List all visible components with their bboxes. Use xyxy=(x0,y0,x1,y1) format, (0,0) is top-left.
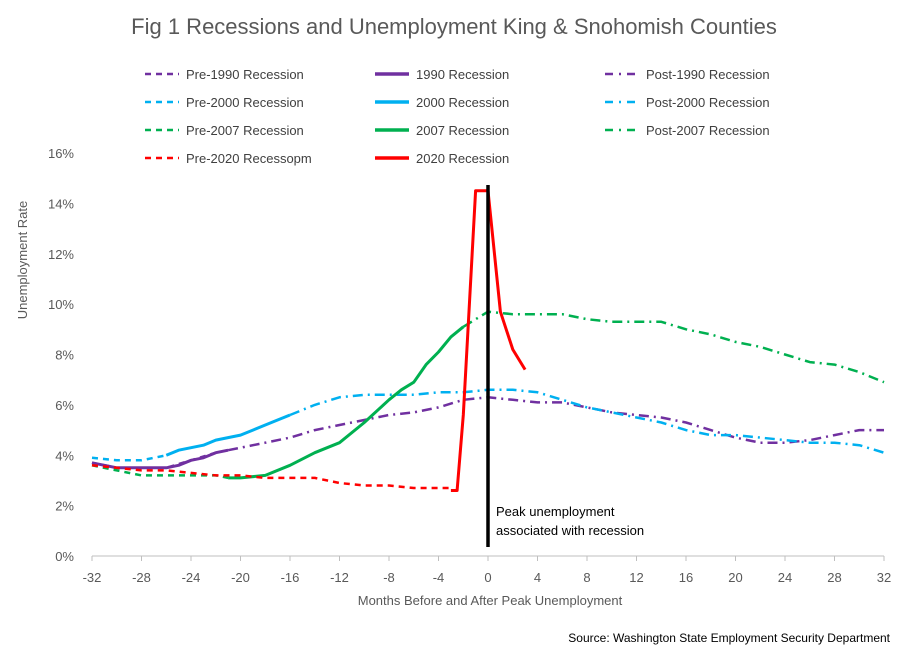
source-note: Source: Washington State Employment Secu… xyxy=(568,631,890,645)
series-line-2020-recession xyxy=(450,189,527,492)
x-tick-label: 16 xyxy=(679,570,693,585)
legend-label: Pre-2000 Recession xyxy=(186,95,304,110)
legend-label: 1990 Recession xyxy=(416,67,509,82)
y-tick-label: 8% xyxy=(55,348,74,363)
x-tick-label: -32 xyxy=(83,570,102,585)
legend-label: Post-2007 Recession xyxy=(646,123,770,138)
x-tick-label: 4 xyxy=(534,570,541,585)
x-tick-label: -4 xyxy=(433,570,445,585)
legend-label: 2020 Recession xyxy=(416,151,509,166)
y-tick-label: 14% xyxy=(48,196,74,211)
y-tick-label: 4% xyxy=(55,448,74,463)
x-tick-label: -16 xyxy=(281,570,300,585)
x-axis-title: Months Before and After Peak Unemploymen… xyxy=(358,593,623,608)
x-tick-label: 8 xyxy=(583,570,590,585)
x-tick-label: -8 xyxy=(383,570,395,585)
legend-label: 2000 Recession xyxy=(416,95,509,110)
series-layer xyxy=(91,189,885,492)
x-tick-label: -20 xyxy=(231,570,250,585)
series-line-post-2007-recession xyxy=(462,310,885,384)
y-tick-label: 0% xyxy=(55,549,74,564)
y-axis-title: Unemployment Rate xyxy=(15,201,30,320)
x-tick-label: 20 xyxy=(728,570,742,585)
legend-label: Pre-2020 Recessopm xyxy=(186,151,312,166)
legend-label: Pre-2007 Recession xyxy=(186,123,304,138)
y-tick-label: 12% xyxy=(48,247,74,262)
y-tick-label: 10% xyxy=(48,297,74,312)
x-tick-label: -12 xyxy=(330,570,349,585)
series-line-2007-recession xyxy=(228,325,465,480)
series-line-pre-2000-recession xyxy=(91,454,167,462)
series-line-pre-2020-recessopm xyxy=(91,464,451,490)
series-line-post-2000-recession xyxy=(289,388,885,454)
axes: -32 -28 -24 -20 -16 -12 -8 -4 0 4 8 12 16 20 24 28 32 0% 2… xyxy=(48,146,891,585)
x-tick-label: 32 xyxy=(877,570,891,585)
chart-title: Fig 1 Recessions and Unemployment King &… xyxy=(131,14,777,39)
legend-label: 2007 Recession xyxy=(416,123,509,138)
peak-annotation-text: Peak unemployment xyxy=(496,504,615,519)
y-tick-label: 2% xyxy=(55,499,74,514)
peak-annotation-text: associated with recession xyxy=(496,523,644,538)
x-tick-label: -24 xyxy=(182,570,201,585)
x-tick-label: 0 xyxy=(484,570,491,585)
series-line-1990-recession xyxy=(91,448,229,470)
legend-label: Post-1990 Recession xyxy=(646,67,770,82)
legend-label: Pre-1990 Recession xyxy=(186,67,304,82)
legend: Pre-1990 Recession 1990 Recession Post-199… xyxy=(145,67,770,166)
series-line-2000-recession xyxy=(165,413,291,457)
y-tick-label: 6% xyxy=(55,398,74,413)
series-line-post-1990-recession xyxy=(227,396,884,452)
x-tick-label: 24 xyxy=(778,570,792,585)
x-tick-label: -28 xyxy=(132,570,151,585)
x-tick-label: 28 xyxy=(827,570,841,585)
y-tick-label: 16% xyxy=(48,146,74,161)
annotation-layer: Peak unemployment associated with recessi… xyxy=(486,185,644,547)
legend-label: Post-2000 Recession xyxy=(646,95,770,110)
x-tick-label: 12 xyxy=(629,570,643,585)
